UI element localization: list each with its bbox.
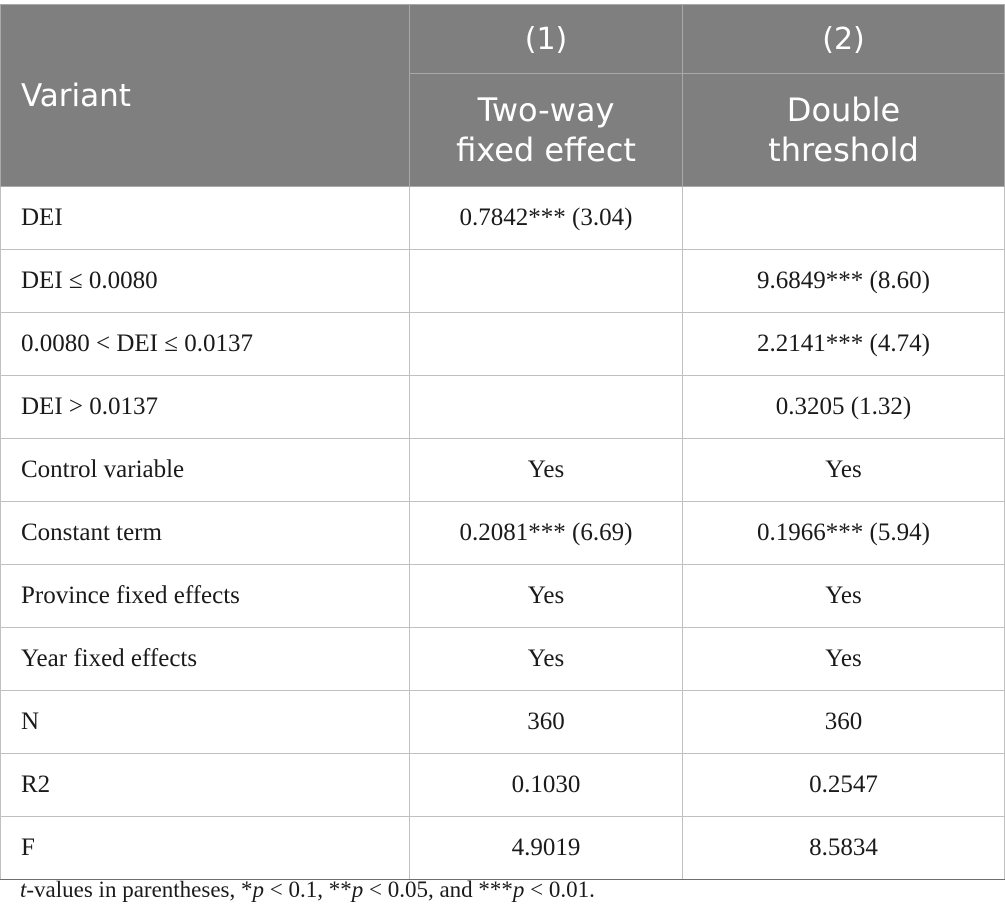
row-label: Constant term [0,501,410,565]
cell-model-1: Yes [409,438,683,502]
cell-model-2: 0.1966*** (5.94) [682,501,1005,565]
cell-model-1: 360 [409,690,683,754]
row-label: 0.0080 < DEI ≤ 0.0137 [0,312,410,376]
cell-model-2: Yes [682,627,1005,691]
cell-model-1: 4.9019 [409,816,683,880]
regression-table: Variant (1) (2) Two-way fixed effect Doub… [0,4,1005,880]
table-row: Constant term 0.2081*** (6.69) 0.1966*** (… [0,501,1005,565]
row-label: DEI [0,186,410,250]
table-row: N 360 360 [0,690,1005,754]
table-row: F 4.9019 8.5834 [0,816,1005,880]
column-1-title: Two-way fixed effect [409,73,683,187]
table-row: 0.0080 < DEI ≤ 0.0137 2.2141*** (4.74) [0,312,1005,376]
cell-model-2: 360 [682,690,1005,754]
cell-model-2: 8.5834 [682,816,1005,880]
row-label: N [0,690,410,754]
cell-model-2: Yes [682,438,1005,502]
cell-model-1: 0.1030 [409,753,683,817]
cell-model-2: 0.2547 [682,753,1005,817]
cell-model-2: 0.3205 (1.32) [682,375,1005,439]
cell-model-1 [409,249,683,313]
cell-model-1: Yes [409,564,683,628]
cell-model-2: 9.6849*** (8.60) [682,249,1005,313]
cell-model-1 [409,312,683,376]
cell-model-2: 2.2141*** (4.74) [682,312,1005,376]
table-row: Province fixed effects Yes Yes [0,564,1005,628]
row-label: F [0,816,410,880]
row-label: R2 [0,753,410,817]
variant-header: Variant [0,4,410,187]
cell-model-1: 0.2081*** (6.69) [409,501,683,565]
row-label: DEI > 0.0137 [0,375,410,439]
cell-model-2: Yes [682,564,1005,628]
column-2-title: Double threshold [682,73,1005,187]
cell-model-2 [682,186,1005,250]
row-label: Year fixed effects [0,627,410,691]
table-row: Year fixed effects Yes Yes [0,627,1005,691]
column-1-number: (1) [409,4,683,74]
table-row: Control variable Yes Yes [0,438,1005,502]
cell-model-1: 0.7842*** (3.04) [409,186,683,250]
table-row: DEI > 0.0137 0.3205 (1.32) [0,375,1005,439]
row-label: DEI ≤ 0.0080 [0,249,410,313]
table-footnote: t-values in parentheses, *p < 0.1, **p <… [20,877,595,902]
cell-model-1 [409,375,683,439]
table-row: DEI ≤ 0.0080 9.6849*** (8.60) [0,249,1005,313]
table-header: Variant (1) (2) Two-way fixed effect Doub… [0,4,1005,187]
table-row: R2 0.1030 0.2547 [0,753,1005,817]
cell-model-1: Yes [409,627,683,691]
row-label: Control variable [0,438,410,502]
table-row: DEI 0.7842*** (3.04) [0,186,1005,250]
row-label: Province fixed effects [0,564,410,628]
column-2-number: (2) [682,4,1005,74]
